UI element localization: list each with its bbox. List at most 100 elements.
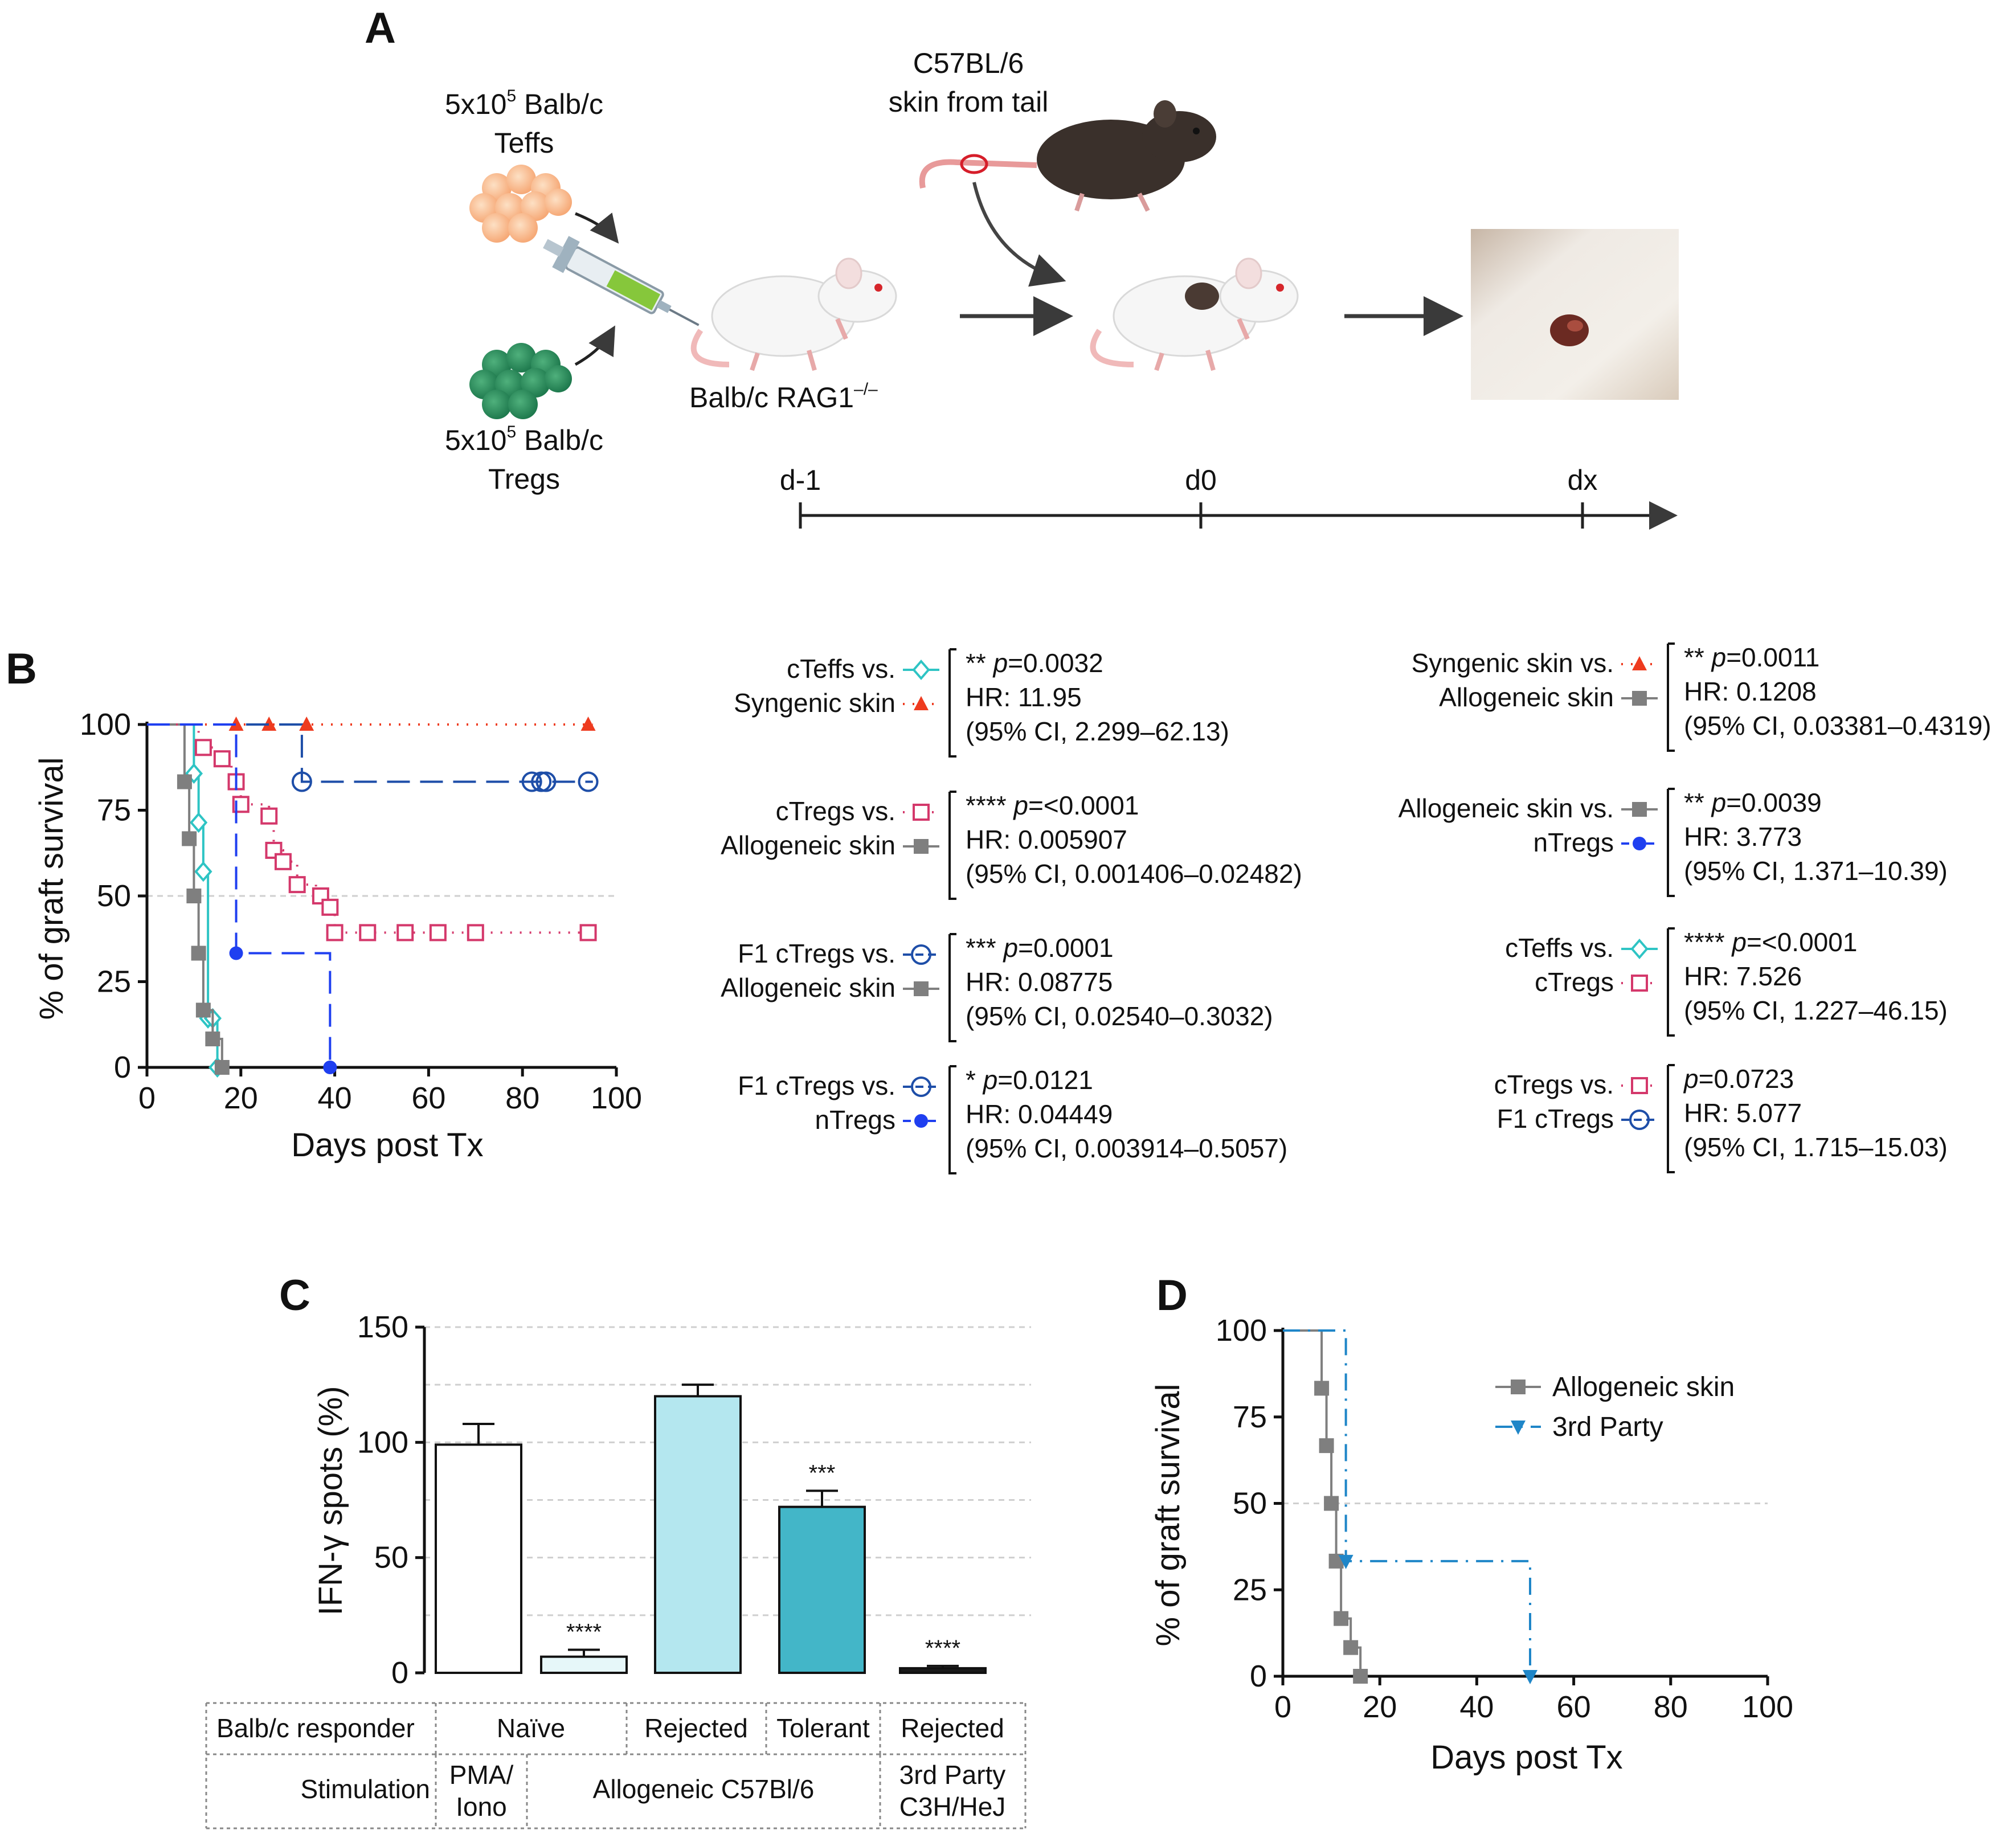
point-ntregs [323,1061,337,1074]
stat-p-stars: *** [966,933,1003,963]
panel-d-ylabel: % of graft survival [1150,1384,1187,1647]
stat-p-number: =<0.0001 [1028,791,1139,820]
table-cell: Rejected [644,1713,748,1743]
stat-group-label: F1 cTregs [1497,1104,1614,1133]
point-f1ctregs [291,771,312,792]
stat-legend-marker-f1ctregs [911,1076,931,1097]
bar [435,1443,522,1674]
stat-hr: HR: 0.08775 [966,967,1113,997]
stat-bracket [948,1065,956,1174]
y-tick-label: 150 [357,1310,408,1344]
tregs-label: 5x105 Balb/c [445,423,603,456]
point-cteffs [189,812,208,833]
stat-legend-marker-ntregs [914,1114,928,1128]
recipient-label: Balb/c RAG1–/– [689,380,878,414]
stat-legend-marker-allogeneic [914,839,929,854]
stat-legend-marker-cteffs [912,659,930,681]
y-tick-label: 50 [1233,1487,1267,1521]
stat-p-number: =0.0723 [1699,1064,1794,1094]
stat-p-symbol: p [1711,788,1727,817]
y-tick-label: 75 [1233,1400,1267,1434]
point-ctregs [288,876,306,894]
y-tick-label: 0 [114,1050,131,1084]
stat-legend-marker-cteffs [1630,938,1649,960]
stat-group-label: Syngenic skin vs. [1412,648,1614,678]
y-tick-label: 100 [80,707,131,742]
significance-label: **** [566,1620,602,1645]
bar [778,1505,866,1674]
stat-bracket [1667,1064,1675,1173]
point-ctregs [326,924,344,942]
panel-b-letter: B [6,645,37,693]
point-ctregs [359,924,377,942]
x-tick-label: 80 [505,1081,539,1115]
stat-group-label: nTregs [815,1105,895,1135]
stat-bracket [1667,642,1675,752]
x-tick-label: 40 [318,1081,352,1115]
point-ctregs [396,924,414,942]
stat-p-stars: ** [1684,788,1712,817]
stat-p-stars: **** [1684,927,1732,957]
stat-legend-marker-ctregs [1631,1077,1648,1094]
table-row-header: Stimulation [300,1774,430,1804]
syringe-icon [543,236,700,326]
stat-group-label: Allogeneic skin vs. [1398,793,1614,823]
graft-photo [1471,229,1679,400]
point-allogeneic [1319,1438,1334,1454]
stat-bracket [1667,788,1675,897]
y-tick-label: 75 [97,793,131,828]
stat-p-symbol: p [982,1065,998,1095]
stat-p-number: =0.0011 [1726,642,1819,672]
point-allogeneic [205,1031,220,1047]
stat-p-stars: ** [966,648,993,678]
stat-p-number: =<0.0001 [1747,927,1857,957]
stat-legend-marker-allogeneic [1632,691,1647,706]
stat-p-value: p=0.0723 [1683,1064,1794,1094]
table-cell: Allogeneic C57Bl/6 [593,1774,815,1804]
table-cell: 3rd Party C3H/HeJ [899,1760,1006,1821]
point-allogeneic [214,1060,230,1075]
point-allogeneic [186,889,202,903]
stat-legend-marker-ctregs [1631,975,1648,992]
point-syngenic [261,717,277,731]
stat-ci: (95% CI, 1.371–10.39) [1684,856,1948,886]
x-tick-label: 0 [1274,1690,1291,1724]
x-tick-label: 0 [138,1081,156,1115]
stat-group-label: Allogeneic skin [1439,682,1614,712]
stat-hr: HR: 5.077 [1684,1098,1802,1128]
tregs-label-2: Tregs [488,463,560,495]
donor-label: C57BL/6 [913,47,1024,79]
tregs-arrow [574,325,615,366]
panel-c-ylabel: IFN-γ spots (%) [312,1386,349,1616]
point-syngenic [580,717,596,731]
point-f1ctregs [521,771,542,792]
stat-hr: HR: 7.526 [1684,961,1802,991]
stat-group-label: F1 cTregs vs. [738,939,895,968]
bar [899,1667,987,1675]
point-allogeneic [1353,1669,1368,1684]
x-tick-label: 100 [1742,1690,1793,1724]
point-f1ctregs [578,771,599,792]
stat-legend-marker-syngenic [1632,656,1647,670]
stat-p-value: ** p=0.0011 [1684,642,1819,672]
stat-group-label: cTeffs vs. [1505,933,1614,963]
point-syngenic [228,717,244,731]
stat-ci: (95% CI, 0.03381–0.4319) [1684,711,1992,740]
point-ctregs [467,924,484,942]
point-syngenic [299,717,314,731]
stat-p-symbol: p [1711,642,1727,672]
stat-p-symbol: p [1002,933,1018,963]
stat-p-number: =0.0121 [997,1065,1093,1095]
stat-bracket [1667,927,1675,1037]
point-ctregs [579,924,597,942]
panel-a-letter: A [365,4,396,52]
stat-ci: (95% CI, 0.02540–0.3032) [966,1001,1273,1031]
stat-ci: (95% CI, 1.715–15.03) [1684,1132,1948,1162]
table-cell-line: 3rd Party [899,1760,1006,1790]
table-cell-line: PMA/ [449,1760,514,1790]
stat-hr: HR: 0.1208 [1684,677,1817,706]
stat-p-value: **** p=<0.0001 [1684,927,1857,957]
y-tick-label: 100 [357,1425,408,1459]
x-tick-label: 20 [1363,1690,1397,1724]
panel-d-xlabel: Days post Tx [1430,1739,1622,1776]
